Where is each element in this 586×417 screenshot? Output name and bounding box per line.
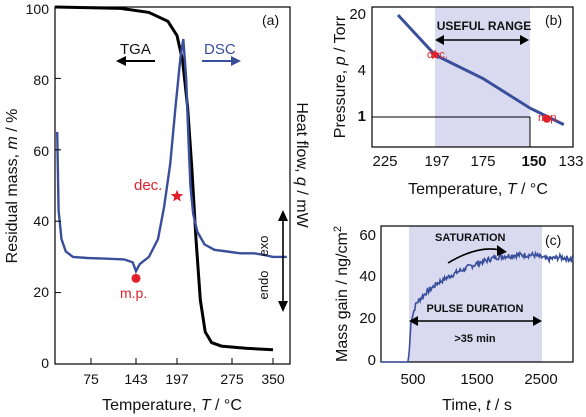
mass-gain-trace bbox=[381, 250, 574, 363]
panel-a-x-ticks: 75 143 197 275 350 bbox=[83, 371, 285, 387]
dec-marker-a bbox=[170, 189, 184, 202]
b-xtick-150: 150 bbox=[521, 153, 546, 170]
panel-c-label: (c) bbox=[545, 232, 561, 248]
panel-a-y-ticks: 100 80 60 40 20 0 bbox=[26, 1, 50, 371]
panel-c-ylabel: Mass gain / ng/cm2 bbox=[332, 226, 351, 362]
panel-c-y-ticks: 60 40 20 0 bbox=[359, 227, 376, 369]
panel-b-x-ticks: 225 197 175 150 133 bbox=[372, 153, 583, 170]
useful-range-arrow bbox=[435, 35, 529, 45]
dsc-curve bbox=[56, 38, 287, 275]
saturation-label: SATURATION bbox=[435, 232, 506, 244]
endo-label: endo bbox=[256, 271, 271, 300]
panel-a-xlabel: Temperature, T / °C bbox=[102, 397, 242, 414]
tga-label: TGA bbox=[120, 41, 151, 58]
panel-b-y-ticks: 20 4 1 bbox=[349, 6, 366, 125]
a-ytick-80: 80 bbox=[33, 72, 49, 88]
b-xtick-133: 133 bbox=[558, 153, 583, 170]
b-xtick-175: 175 bbox=[470, 153, 495, 170]
exo-endo-arrow bbox=[278, 210, 288, 312]
mp-label-a: m.p. bbox=[120, 285, 147, 301]
a-xtick-143: 143 bbox=[124, 371, 148, 387]
saturation-arrow bbox=[447, 248, 501, 264]
c-ytick-40: 40 bbox=[359, 268, 376, 285]
panel-a: (a) 100 80 60 40 20 0 75 143 197 275 350… bbox=[4, 1, 310, 414]
tga-arrow bbox=[116, 56, 155, 66]
a-ytick-100: 100 bbox=[26, 1, 50, 17]
panel-b-label: (b) bbox=[545, 12, 562, 28]
saturation-arrowhead bbox=[497, 245, 507, 256]
b-xtick-225: 225 bbox=[372, 153, 397, 170]
a-ytick-20: 20 bbox=[33, 284, 49, 300]
c-xtick-500: 500 bbox=[400, 371, 425, 388]
duration-label: >35 min bbox=[454, 333, 496, 345]
pulse-duration-label: PULSE DURATION bbox=[427, 303, 524, 315]
a-ytick-60: 60 bbox=[33, 143, 49, 159]
panel-b-ylabel: Pressure, p / Torr bbox=[332, 15, 349, 138]
b-xtick-197: 197 bbox=[424, 153, 449, 170]
vapor-pressure-curve bbox=[396, 13, 565, 126]
pulse-band bbox=[409, 226, 542, 362]
mp-label-b: m.p. bbox=[538, 112, 559, 124]
a-ytick-0: 0 bbox=[41, 355, 49, 371]
panel-a-plot bbox=[54, 5, 287, 365]
panel-c-frame bbox=[380, 225, 574, 363]
pulse-duration-arrow bbox=[409, 316, 542, 326]
dsc-arrow bbox=[202, 56, 241, 66]
panel-a-ylabel-left: Residual mass, m / % bbox=[4, 109, 21, 264]
c-ytick-0: 0 bbox=[368, 352, 376, 369]
panel-c-xlabel: Time, t / s bbox=[442, 397, 512, 414]
mp-marker-a bbox=[131, 273, 141, 283]
dec-label-a: dec. bbox=[134, 177, 162, 194]
mp-marker-b bbox=[542, 114, 551, 123]
b-ytick-4: 4 bbox=[358, 62, 366, 79]
dsc-label: DSC bbox=[204, 41, 236, 58]
c-ytick-60: 60 bbox=[359, 227, 376, 244]
panel-a-frame bbox=[54, 6, 291, 365]
c-xtick-1500: 1500 bbox=[460, 371, 493, 388]
c-xtick-2500: 2500 bbox=[524, 371, 557, 388]
b-ytick-20: 20 bbox=[349, 6, 366, 23]
dec-label-b: dec. bbox=[427, 49, 448, 61]
exo-label: exo bbox=[256, 236, 271, 257]
c-ytick-20: 20 bbox=[359, 310, 376, 327]
a-xtick-275: 275 bbox=[220, 371, 244, 387]
panel-c: (c) SATURATION PULSE DURATION >35 min 60… bbox=[332, 225, 574, 414]
a-xtick-350: 350 bbox=[261, 371, 285, 387]
panel-b: (b) USEFUL RANGE dec. m.p. 20 4 1 225 19… bbox=[332, 6, 584, 198]
panel-c-x-ticks: 500 1500 2500 bbox=[400, 371, 557, 388]
tga-curve bbox=[54, 5, 274, 352]
panel-a-ylabel-right: Heat flow, q / mW bbox=[293, 102, 310, 228]
panel-a-label: (a) bbox=[262, 12, 279, 28]
panel-b-frame bbox=[371, 6, 574, 148]
panel-b-xlabel: Temperature, T / °C bbox=[408, 181, 548, 198]
a-xtick-75: 75 bbox=[83, 371, 99, 387]
a-ytick-40: 40 bbox=[33, 213, 49, 229]
b-ytick-1: 1 bbox=[358, 108, 366, 125]
panel-c-plot bbox=[381, 250, 574, 363]
dec-marker-b bbox=[429, 49, 441, 60]
a-xtick-197: 197 bbox=[165, 371, 189, 387]
useful-range-label: USEFUL RANGE bbox=[437, 19, 531, 33]
panel-b-plot bbox=[396, 13, 565, 126]
